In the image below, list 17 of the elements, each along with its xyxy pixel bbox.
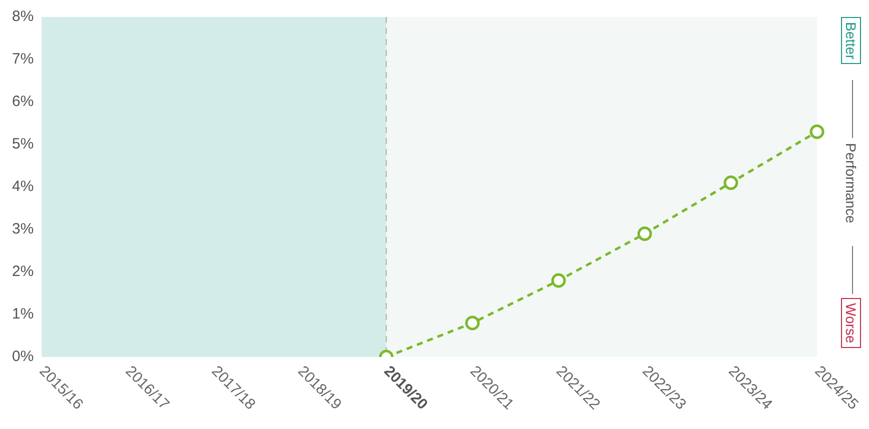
point <box>465 316 480 330</box>
y-tick-label: 2% <box>12 263 34 280</box>
y-tick-label: 6% <box>12 93 34 110</box>
text: Better <box>841 17 861 64</box>
y-tick-label: 8% <box>12 8 34 26</box>
point <box>724 176 738 190</box>
point <box>637 226 652 241</box>
y-tick-label: 0% <box>12 348 34 366</box>
point <box>551 273 566 288</box>
y-tick-label: 4% <box>12 178 34 196</box>
y-tick-label: 7% <box>12 50 34 68</box>
y-tick-label: 5% <box>12 136 34 153</box>
y-tick-label: 3% <box>12 220 34 238</box>
y-tick-label: 1% <box>12 306 34 323</box>
text: Worse <box>841 298 861 348</box>
point <box>810 124 824 139</box>
text: Performance <box>843 143 859 224</box>
